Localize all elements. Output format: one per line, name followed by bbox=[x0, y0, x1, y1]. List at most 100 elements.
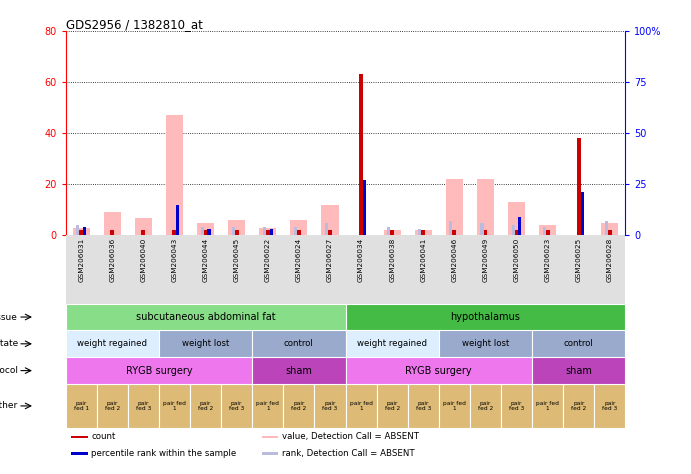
Bar bbox=[539, 225, 556, 236]
Text: GSM206043: GSM206043 bbox=[171, 237, 178, 282]
Bar bbox=[166, 115, 183, 236]
Bar bbox=[377, 384, 408, 428]
Bar bbox=[176, 205, 180, 236]
Bar bbox=[111, 230, 114, 236]
Text: RYGB surgery: RYGB surgery bbox=[126, 365, 192, 375]
Bar bbox=[390, 230, 394, 236]
Bar bbox=[135, 218, 152, 236]
Bar bbox=[346, 304, 625, 330]
Text: control: control bbox=[284, 339, 314, 348]
Bar bbox=[418, 229, 422, 236]
Bar bbox=[422, 230, 425, 236]
Text: GDS2956 / 1382810_at: GDS2956 / 1382810_at bbox=[66, 18, 202, 31]
Bar bbox=[159, 384, 190, 428]
Bar bbox=[190, 384, 221, 428]
Bar bbox=[480, 223, 484, 236]
Bar bbox=[200, 227, 204, 236]
Text: rank, Detection Call = ABSENT: rank, Detection Call = ABSENT bbox=[282, 449, 415, 458]
Bar bbox=[297, 230, 301, 236]
Text: pair
fed 2: pair fed 2 bbox=[477, 401, 493, 411]
Text: percentile rank within the sample: percentile rank within the sample bbox=[91, 449, 236, 458]
Bar bbox=[453, 230, 456, 236]
Bar bbox=[207, 229, 211, 236]
Text: GSM206046: GSM206046 bbox=[451, 237, 457, 282]
Bar bbox=[346, 384, 377, 428]
Bar bbox=[346, 330, 439, 357]
Text: subcutaneous abdominal fat: subcutaneous abdominal fat bbox=[135, 312, 276, 322]
Bar bbox=[346, 357, 532, 384]
Bar bbox=[159, 330, 252, 357]
Bar bbox=[325, 223, 328, 236]
Bar bbox=[594, 384, 625, 428]
Text: GSM206036: GSM206036 bbox=[109, 237, 115, 282]
Text: pair
fed 2: pair fed 2 bbox=[104, 401, 120, 411]
Text: pair
fed 3: pair fed 3 bbox=[415, 401, 431, 411]
Text: pair fed
1: pair fed 1 bbox=[163, 401, 186, 411]
Bar bbox=[439, 384, 470, 428]
Text: pair
fed 3: pair fed 3 bbox=[229, 401, 245, 411]
Text: pair
fed 3: pair fed 3 bbox=[509, 401, 524, 411]
Bar bbox=[128, 384, 159, 428]
Bar bbox=[408, 384, 439, 428]
Bar bbox=[261, 452, 278, 455]
Text: GSM206022: GSM206022 bbox=[265, 237, 271, 282]
Text: GSM206025: GSM206025 bbox=[576, 237, 582, 282]
Text: pair
fed 2: pair fed 2 bbox=[291, 401, 307, 411]
Text: tissue: tissue bbox=[0, 312, 18, 321]
Bar bbox=[608, 230, 612, 236]
Bar bbox=[577, 138, 580, 236]
Bar bbox=[252, 330, 346, 357]
Bar bbox=[415, 230, 432, 236]
Bar bbox=[204, 230, 207, 236]
Bar bbox=[363, 180, 366, 236]
Text: pair
fed 2: pair fed 2 bbox=[198, 401, 214, 411]
Bar bbox=[197, 223, 214, 236]
Bar bbox=[66, 304, 346, 330]
Bar bbox=[563, 384, 594, 428]
Bar bbox=[263, 227, 266, 236]
Text: GSM206034: GSM206034 bbox=[358, 237, 364, 282]
Text: control: control bbox=[564, 339, 594, 348]
Bar bbox=[66, 330, 159, 357]
Text: GSM206049: GSM206049 bbox=[482, 237, 489, 282]
Text: pair fed
1: pair fed 1 bbox=[350, 401, 372, 411]
Text: GSM206038: GSM206038 bbox=[389, 237, 395, 282]
Text: hypothalamus: hypothalamus bbox=[451, 312, 520, 322]
Bar bbox=[532, 330, 625, 357]
Text: weight lost: weight lost bbox=[182, 339, 229, 348]
Text: GSM206041: GSM206041 bbox=[420, 237, 426, 282]
Bar bbox=[601, 223, 618, 236]
Bar bbox=[484, 230, 487, 236]
Text: other: other bbox=[0, 401, 18, 410]
Bar bbox=[66, 384, 97, 428]
Text: weight regained: weight regained bbox=[357, 339, 427, 348]
Bar bbox=[290, 220, 307, 236]
Bar bbox=[387, 227, 390, 236]
Bar bbox=[235, 230, 238, 236]
Bar bbox=[508, 202, 525, 236]
Bar bbox=[269, 229, 273, 236]
Bar bbox=[142, 230, 145, 236]
Bar bbox=[261, 436, 278, 438]
Bar bbox=[511, 225, 515, 236]
Bar bbox=[259, 228, 276, 236]
Text: GSM206044: GSM206044 bbox=[202, 237, 209, 282]
Bar bbox=[76, 225, 79, 236]
Text: weight regained: weight regained bbox=[77, 339, 147, 348]
Bar bbox=[605, 221, 608, 236]
Bar bbox=[384, 230, 401, 236]
Text: pair
fed 2: pair fed 2 bbox=[571, 401, 587, 411]
Bar bbox=[79, 230, 83, 236]
Bar bbox=[542, 227, 546, 236]
Bar bbox=[314, 384, 346, 428]
Bar bbox=[501, 384, 532, 428]
Text: weight lost: weight lost bbox=[462, 339, 509, 348]
Bar bbox=[73, 228, 90, 236]
Text: value, Detection Call = ABSENT: value, Detection Call = ABSENT bbox=[282, 432, 419, 441]
Text: disease state: disease state bbox=[0, 339, 18, 348]
Bar bbox=[477, 179, 494, 236]
Bar bbox=[83, 227, 86, 236]
Bar bbox=[104, 212, 121, 236]
Text: pair
fed 2: pair fed 2 bbox=[384, 401, 400, 411]
Bar bbox=[446, 179, 463, 236]
